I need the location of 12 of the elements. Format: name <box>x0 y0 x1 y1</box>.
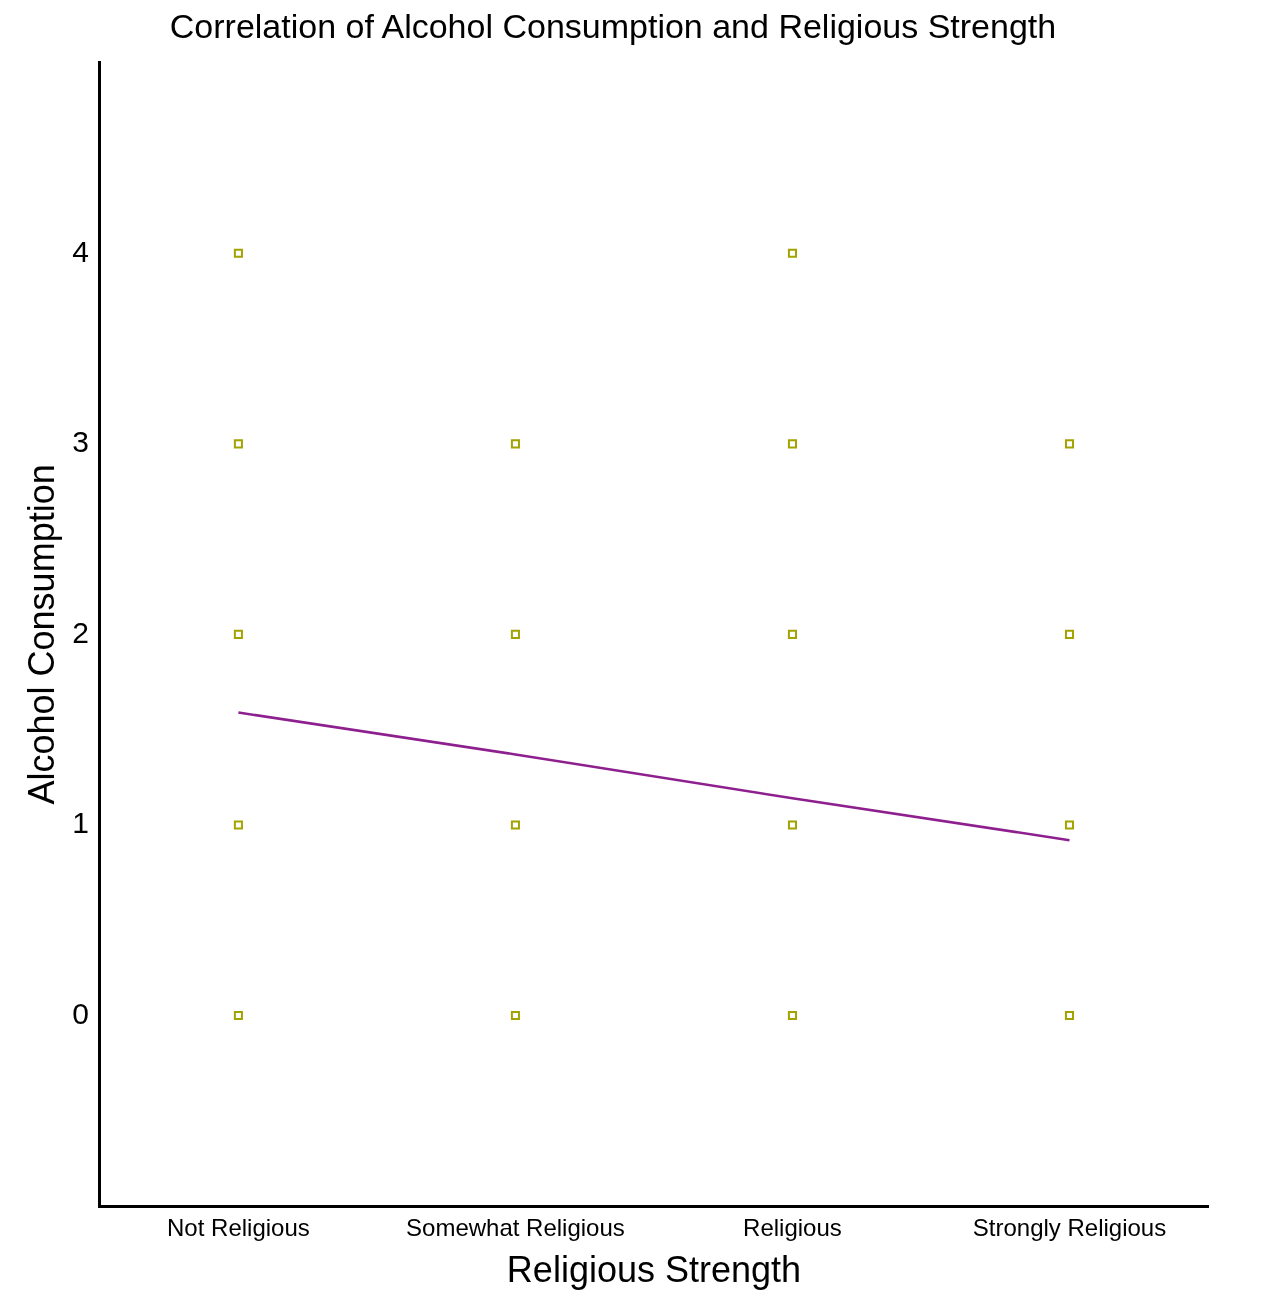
y-tick-label: 0 <box>72 996 89 1030</box>
x-tick-label: Religious <box>743 1214 842 1242</box>
y-tick-label: 1 <box>72 806 89 840</box>
y-tick-label: 4 <box>72 234 89 268</box>
y-axis-title: Alcohol Consumption <box>20 464 62 805</box>
x-tick-label: Strongly Religious <box>972 1214 1167 1242</box>
chart-title: Correlation of Alcohol Consumption and Religious Strength <box>169 6 1057 45</box>
x-tick-label: Not Religious <box>167 1214 310 1242</box>
x-axis-title: Religious Strength <box>506 1249 802 1291</box>
x-tick-label: Somewhat Religious <box>406 1214 625 1242</box>
y-tick-label: 2 <box>72 615 89 649</box>
y-tick-label: 3 <box>72 425 89 459</box>
